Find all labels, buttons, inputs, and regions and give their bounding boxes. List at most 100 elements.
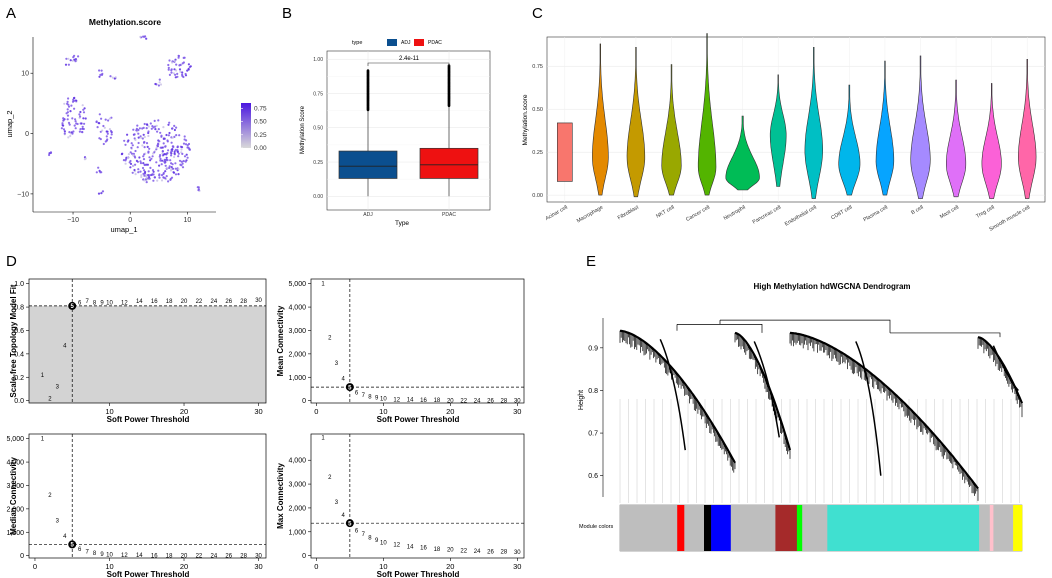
x-tick-label: 10 (105, 407, 113, 416)
umap-point (148, 156, 151, 159)
power-label: 2 (328, 335, 332, 341)
violin-macrophage (592, 43, 609, 196)
umap-point (147, 150, 150, 153)
umap-point (189, 65, 192, 68)
umap-point (66, 118, 69, 121)
y-tick-label: 3,000 (288, 482, 306, 489)
umap-point (180, 148, 183, 151)
x-tick-label: Endothelial cell (784, 205, 818, 228)
umap-point (62, 117, 65, 120)
y-tick-label: 0 (302, 398, 306, 405)
dendrogram-envelope (977, 336, 1024, 404)
y-tick-label: −10 (17, 191, 29, 198)
umap-point (184, 72, 187, 76)
umap-point (99, 73, 102, 76)
power-label: 6 (78, 547, 82, 553)
power-label: 18 (166, 553, 173, 559)
y-tick-label: 0.75 (532, 64, 543, 70)
umap-cluster (167, 54, 192, 79)
umap-point (129, 151, 132, 154)
umap-point (81, 130, 84, 134)
umap-point (167, 123, 170, 126)
module-color-block (677, 505, 685, 551)
panel-d4-ylabel: Max Connectivity (276, 463, 285, 529)
module-color-block (1013, 505, 1023, 551)
x-tick-label: NKT cell (655, 205, 675, 220)
y-tick-label: 10 (21, 71, 29, 78)
x-tick-label: Fibroblast (617, 204, 641, 221)
power-label: 7 (85, 299, 89, 305)
power-label: 20 (181, 299, 188, 305)
y-tick-label: 0.9 (588, 345, 598, 352)
umap-point (164, 170, 167, 173)
plot-frame (28, 278, 267, 404)
umap-point (132, 154, 135, 157)
panel-b-plot: 0.00 0.25 0.50 0.75 1.00 ADJ PDAC (313, 51, 490, 218)
panel-a-umap: Methylation.score −10 0 10 −10 0 10 umap_1 um… (5, 17, 267, 234)
umap-point (70, 131, 73, 134)
umap-point (174, 167, 177, 170)
umap-point (73, 124, 76, 127)
umap-point (143, 35, 146, 38)
umap-point (78, 130, 81, 133)
power-label: 22 (196, 299, 203, 305)
umap-point (145, 37, 148, 40)
umap-point (153, 176, 156, 179)
umap-point (109, 136, 112, 139)
legend-tick-label: 0.50 (254, 119, 267, 126)
umap-point (102, 142, 105, 146)
umap-point (160, 163, 163, 166)
umap-point (181, 162, 184, 165)
umap-point (136, 124, 139, 127)
umap-point (176, 72, 179, 75)
box-adj (338, 150, 398, 179)
power-label: 7 (85, 549, 89, 555)
dendrogram-subbranch (855, 341, 882, 476)
umap-point (196, 186, 199, 189)
panel-a-points (48, 35, 201, 195)
umap-point (168, 73, 171, 76)
violin-nkt-cell (661, 64, 682, 196)
legend-tick-label: 0.75 (254, 105, 267, 112)
umap-cluster (98, 69, 104, 78)
umap-point (109, 75, 112, 78)
power-label: 1 (321, 282, 325, 288)
umap-cluster (48, 151, 53, 157)
panel-letter-b: B (282, 5, 292, 22)
umap-point (137, 136, 140, 139)
panel-a-ticks: −10 0 10 −10 0 10 (17, 71, 191, 224)
x-tick-label: 30 (254, 407, 262, 416)
panel-e-module-bar (619, 504, 1023, 552)
dendrogram-envelope (789, 331, 979, 490)
umap-point (140, 174, 143, 177)
umap-point (145, 123, 149, 126)
umap-point (82, 127, 85, 131)
umap-point (167, 66, 170, 69)
module-color-block (993, 505, 1014, 551)
umap-point (166, 159, 169, 162)
umap-point (108, 117, 111, 120)
umap-point (69, 134, 72, 138)
y-tick-label: 0.00 (532, 193, 543, 199)
legend-swatch-adj (387, 39, 397, 46)
dendrogram-join (719, 319, 891, 333)
power-label: 16 (420, 398, 427, 404)
umap-cluster (64, 54, 80, 66)
umap-point (102, 124, 105, 128)
umap-point (123, 139, 126, 142)
violin-cancer-cell (697, 33, 717, 196)
power-label: 1 (41, 437, 45, 443)
umap-point (180, 164, 183, 167)
module-color-block (711, 505, 732, 551)
umap-point (127, 139, 130, 142)
umap-point (109, 129, 113, 133)
x-tick-label: 20 (180, 407, 188, 416)
umap-point (145, 142, 149, 145)
umap-point (149, 122, 152, 125)
power-label: 4 (63, 534, 67, 540)
umap-point (159, 146, 162, 149)
umap-point (159, 157, 162, 160)
power-label: 3 (56, 519, 60, 525)
umap-point (98, 122, 101, 125)
umap-point (178, 134, 181, 137)
